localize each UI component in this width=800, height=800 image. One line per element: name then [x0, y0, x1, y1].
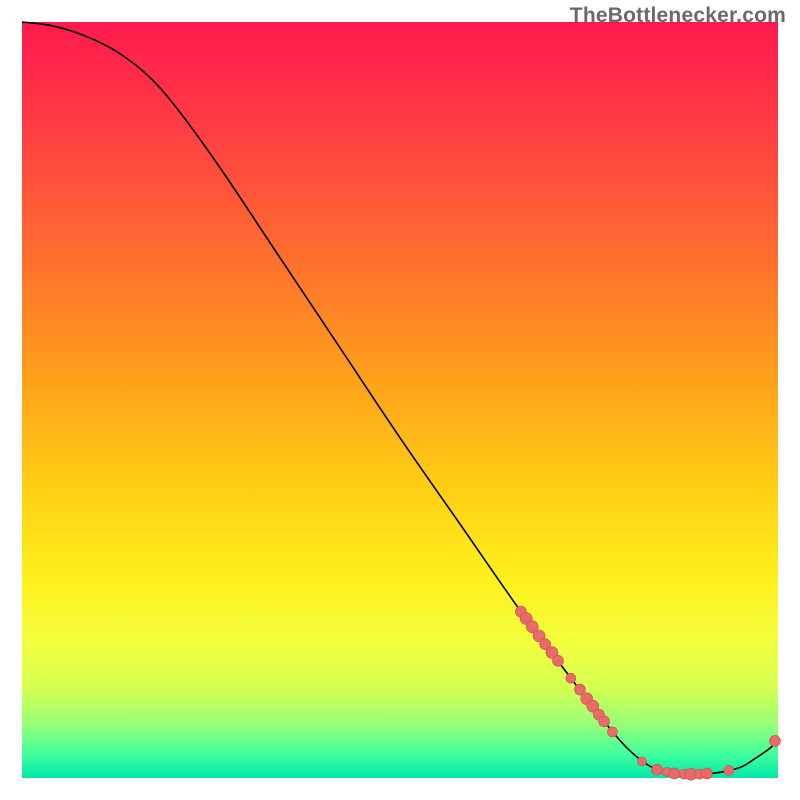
data-marker — [637, 757, 646, 766]
data-marker — [652, 764, 663, 775]
chart-container: TheBottlenecker.com — [0, 0, 800, 800]
data-marker — [701, 768, 712, 779]
data-marker — [566, 673, 576, 683]
chart-background — [22, 22, 778, 778]
data-marker — [769, 735, 780, 746]
data-marker — [607, 727, 617, 737]
data-marker — [724, 765, 734, 775]
bottleneck-chart — [0, 0, 800, 800]
data-marker — [553, 655, 564, 666]
watermark-label: TheBottlenecker.com — [570, 4, 786, 28]
data-marker — [669, 768, 680, 779]
data-marker — [599, 716, 610, 727]
